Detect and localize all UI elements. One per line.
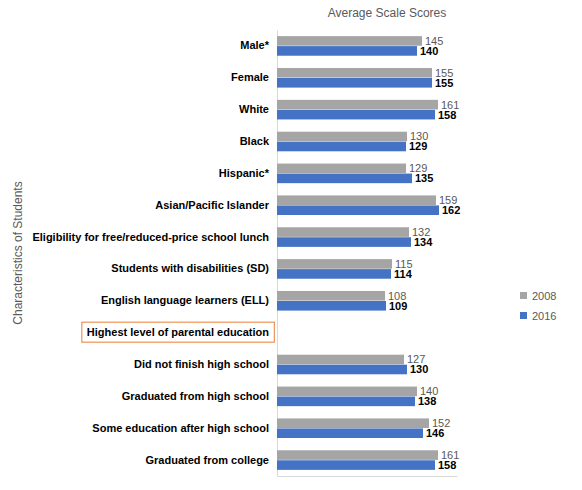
bar: [277, 428, 423, 438]
bar: [277, 68, 432, 78]
data-label: 138: [418, 395, 436, 407]
bars: [277, 36, 439, 470]
y-tick: Black: [240, 135, 270, 147]
series-bars: [277, 36, 438, 460]
legend-swatch: [520, 312, 527, 319]
y-tick-label: Did not finish high school: [134, 358, 269, 370]
chart: Average Scale Scores Characteristics of S…: [0, 0, 582, 490]
data-label: 129: [409, 140, 427, 152]
legend-item: 2016: [520, 310, 556, 322]
y-tick: Female: [231, 71, 269, 83]
x-axis-line: [278, 476, 458, 477]
data-label: 140: [420, 45, 438, 57]
y-tick: Hispanic*: [219, 167, 270, 179]
data-label: 109: [389, 300, 407, 312]
y-tick: Eligibility for free/reduced-price schoo…: [32, 231, 269, 243]
bar: [277, 227, 409, 237]
bar: [277, 237, 411, 247]
bar: [277, 142, 406, 152]
legend-swatch: [520, 292, 527, 299]
data-label: 134: [414, 236, 433, 248]
legend-label: 2008: [532, 290, 556, 302]
legend-label: 2016: [532, 310, 556, 322]
bar: [277, 291, 385, 301]
y-tick-label: Male*: [240, 39, 269, 51]
y-tick: Graduated from high school: [122, 390, 269, 402]
bar: [277, 269, 391, 279]
legend: 2008 2016: [520, 290, 556, 322]
y-tick-label: Eligibility for free/reduced-price schoo…: [32, 231, 269, 243]
y-tick: Male*: [240, 39, 269, 51]
bar: [277, 132, 407, 142]
x-axis: [278, 476, 458, 477]
y-axis-line: [277, 31, 278, 477]
bar: [277, 195, 436, 205]
bar: [277, 36, 422, 46]
y-tick-label: White: [239, 103, 269, 115]
y-tick-label: English language learners (ELL): [101, 294, 269, 306]
data-label: 158: [438, 459, 456, 471]
y-axis: Male* Female White Black Hispanic* Asian/Paci…: [32, 31, 277, 477]
y-tick: Asian/Pacific Islander: [155, 199, 269, 211]
y-tick: Students with disabilities (SD): [111, 262, 269, 274]
bar: [277, 301, 386, 311]
series-bars: [277, 46, 439, 470]
data-labels: 1451551611301291591321151081271401521611…: [388, 35, 460, 471]
y-tick-label: Female: [231, 71, 269, 83]
data-label: 146: [426, 427, 444, 439]
bar: [277, 78, 432, 88]
data-label: 162: [442, 204, 460, 216]
bar: [277, 365, 407, 375]
y-tick-label: Graduated from college: [146, 454, 269, 466]
bar: [277, 164, 406, 174]
y-axis-title: Characteristics of Students: [11, 181, 25, 324]
y-tick-label: Black: [240, 135, 270, 147]
bar: [277, 450, 438, 460]
bar: [277, 418, 429, 428]
bar: [277, 397, 415, 407]
data-label: 114: [394, 268, 413, 280]
bar: [277, 174, 412, 184]
data-label: 155: [435, 77, 453, 89]
y-tick-label: Students with disabilities (SD): [111, 262, 269, 274]
bar: [277, 355, 404, 365]
section-box: [82, 322, 274, 342]
bar: [277, 205, 439, 215]
bar: [277, 110, 435, 120]
bar: [277, 259, 392, 269]
y-tick: Graduated from college: [146, 454, 269, 466]
bar: [277, 387, 417, 397]
y-tick-label: Hispanic*: [219, 167, 270, 179]
data-label: 158: [438, 109, 456, 121]
bar: [277, 100, 438, 110]
y-tick-label: Graduated from high school: [122, 390, 269, 402]
y-tick: Did not finish high school: [134, 358, 269, 370]
y-tick-label: Asian/Pacific Islander: [155, 199, 269, 211]
bar: [277, 46, 417, 56]
chart-title: Average Scale Scores: [328, 6, 447, 20]
data-label: 135: [415, 172, 433, 184]
y-tick: White: [239, 103, 269, 115]
y-tick: English language learners (ELL): [101, 294, 269, 306]
bar: [277, 460, 435, 470]
y-tick: Highest level of parental education: [82, 322, 274, 342]
data-label: 130: [410, 363, 428, 375]
legend-item: 2008: [520, 290, 556, 302]
y-tick-label: Highest level of parental education: [87, 326, 269, 338]
y-tick: Some education after high school: [92, 422, 269, 434]
y-tick-label: Some education after high school: [92, 422, 269, 434]
